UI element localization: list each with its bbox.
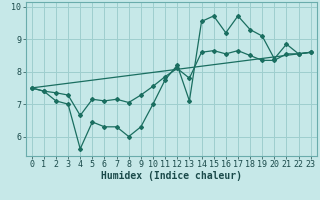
X-axis label: Humidex (Indice chaleur): Humidex (Indice chaleur) [101, 171, 242, 181]
